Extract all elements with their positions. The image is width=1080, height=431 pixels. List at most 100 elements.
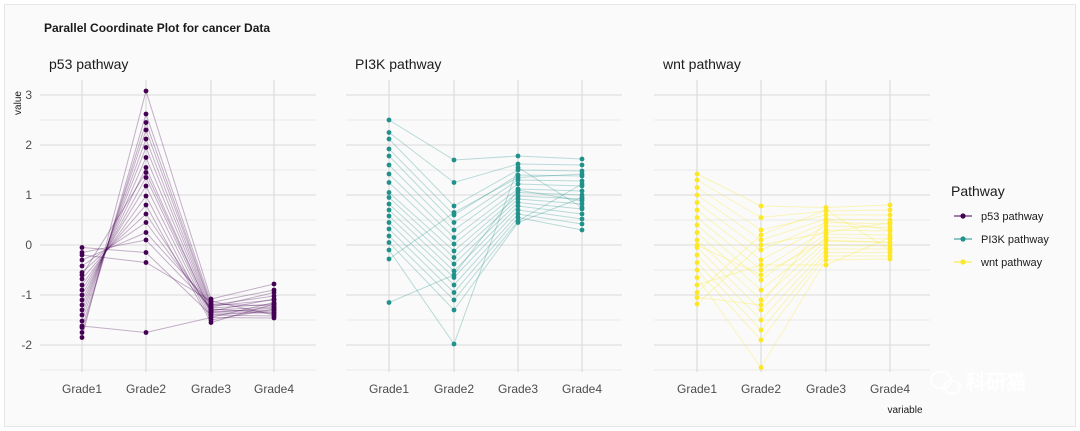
data-point — [515, 200, 521, 205]
data-point — [579, 227, 585, 233]
series-line — [81, 171, 275, 314]
data-point — [758, 247, 764, 253]
series-line — [81, 239, 275, 309]
data-point — [579, 162, 585, 168]
data-point — [386, 247, 392, 253]
y-axis-label: value — [13, 91, 24, 115]
data-point — [515, 215, 521, 220]
series-line — [696, 209, 891, 261]
series-line — [388, 166, 583, 346]
data-point — [515, 196, 521, 202]
data-point — [386, 207, 392, 213]
data-point — [694, 207, 700, 213]
x-tick-label: Grade1 — [677, 382, 717, 396]
series-line — [81, 89, 275, 338]
series-line — [81, 204, 275, 324]
data-point — [823, 207, 829, 213]
data-point — [758, 287, 764, 293]
series-line — [388, 201, 583, 265]
facet-title: p53 pathway — [49, 56, 128, 72]
data-point — [887, 235, 893, 240]
data-point — [208, 315, 214, 320]
series-line — [388, 148, 583, 216]
data-point — [823, 242, 829, 248]
series-line — [81, 146, 275, 311]
x-tick-label: Grade4 — [254, 382, 294, 396]
data-point — [451, 210, 457, 215]
data-point — [451, 220, 457, 225]
x-tick-label: Grade1 — [369, 382, 409, 396]
series-line — [388, 132, 583, 184]
data-point — [451, 180, 457, 185]
y-tick-label: -2 — [21, 338, 32, 352]
data-point — [79, 257, 85, 263]
data-point — [386, 226, 392, 232]
data-point — [887, 212, 893, 218]
data-point — [79, 307, 85, 313]
series-line — [696, 219, 891, 306]
data-point — [79, 318, 85, 324]
data-point — [451, 235, 457, 240]
data-point — [579, 211, 585, 217]
series-line — [388, 189, 583, 303]
data-point — [758, 297, 764, 303]
series-line — [388, 192, 583, 252]
data-point — [694, 275, 700, 280]
data-point — [79, 282, 85, 288]
series-line — [696, 237, 891, 286]
data-point — [143, 120, 149, 125]
data-point — [887, 247, 893, 253]
data-point — [386, 171, 392, 177]
data-point — [386, 180, 392, 185]
y-tick-label: 0 — [25, 238, 32, 252]
series-line — [388, 182, 583, 245]
data-point — [823, 223, 829, 229]
data-point — [823, 230, 829, 235]
data-point — [694, 177, 700, 183]
data-point — [579, 205, 585, 210]
data-point — [758, 257, 764, 263]
data-point — [758, 277, 764, 283]
data-point — [887, 202, 893, 208]
series-line — [81, 137, 275, 316]
data-point — [515, 161, 521, 167]
series-line — [696, 224, 891, 281]
data-point — [579, 181, 585, 187]
facet-3: Grade1 Grade2 Grade3 Grade4 wnt pathway — [654, 56, 930, 396]
data-point — [451, 203, 457, 209]
x-tick-label: Grade3 — [498, 382, 538, 396]
series-line — [696, 209, 891, 293]
series-line — [81, 213, 275, 312]
data-point — [143, 127, 149, 133]
data-point — [579, 156, 585, 162]
data-point — [143, 183, 149, 189]
facet-2: Grade1 Grade2 Grade3 Grade4 PI3K pathway — [346, 56, 622, 396]
series-line — [696, 217, 891, 271]
data-point — [271, 290, 277, 295]
data-point — [451, 227, 457, 233]
data-point — [79, 297, 85, 303]
data-point — [451, 157, 457, 163]
data-point — [143, 193, 149, 199]
data-point — [143, 211, 149, 217]
legend-key-point — [960, 213, 966, 219]
data-point — [143, 145, 149, 150]
data-point — [79, 272, 85, 278]
series-line — [81, 112, 275, 333]
watermark: 科研猫 — [930, 370, 1026, 395]
data-point — [386, 162, 392, 168]
legend-key-point — [960, 236, 966, 242]
data-point — [79, 335, 85, 340]
data-point — [694, 222, 700, 228]
data-point — [143, 237, 149, 243]
y-tick-label: 3 — [25, 88, 32, 102]
x-tick-label: Grade2 — [434, 382, 474, 396]
wechat-icon — [930, 370, 961, 395]
data-point — [694, 242, 700, 248]
series-line — [81, 195, 275, 321]
series-line — [696, 248, 890, 321]
data-point — [208, 320, 214, 325]
series-line — [81, 128, 275, 322]
data-point — [386, 153, 392, 159]
